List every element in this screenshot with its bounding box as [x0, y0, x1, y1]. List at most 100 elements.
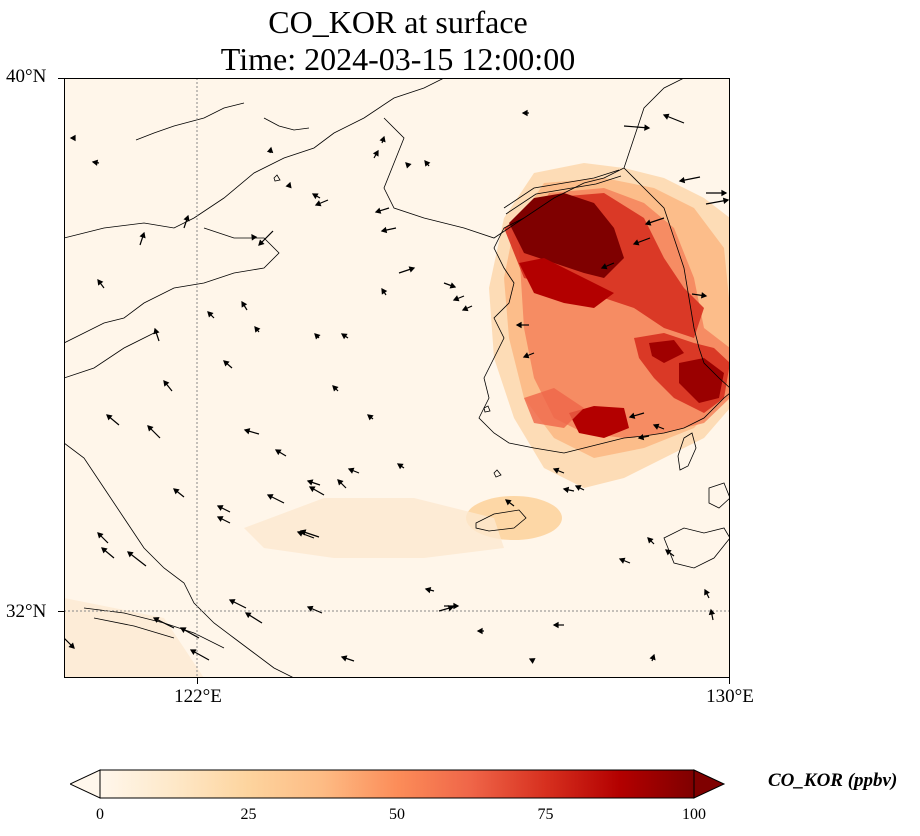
wind-vector-head	[652, 423, 660, 430]
wind-vector-head	[216, 505, 224, 511]
wind-vector-head	[521, 109, 528, 117]
wind-vector-head	[314, 200, 322, 207]
wind-vector-head	[449, 282, 457, 289]
wind-vector-head	[285, 181, 292, 189]
map-subtitle-time: Time: 2024-03-15 12:00:00	[220, 41, 576, 77]
wind-vector-head	[332, 385, 339, 392]
wind-vector-head	[216, 516, 224, 522]
wind-vector-head	[244, 612, 252, 619]
wind-vector-head	[408, 266, 416, 273]
wind-vector-head	[314, 333, 321, 340]
wind-vector-head	[708, 608, 716, 616]
lat-label-32n: 32°N	[6, 601, 47, 622]
wind-vector-head	[644, 219, 652, 226]
wind-vector-head	[337, 479, 344, 486]
wind-vector-head	[266, 494, 274, 500]
wind-vector-head	[251, 233, 258, 241]
wind-vector-head	[97, 532, 104, 539]
map-border	[64, 78, 730, 678]
wind-vector-head	[628, 412, 636, 419]
wind-vector-head	[644, 124, 651, 131]
colorbar-tick-label: 0	[96, 806, 104, 823]
wind-vector-head	[379, 135, 386, 143]
lat-label-40n: 40°N	[6, 66, 47, 87]
wind-vector-head	[704, 588, 710, 596]
colorbar-tick-label: 75	[537, 806, 554, 823]
wind-vector-head	[374, 207, 382, 214]
wind-vector-head	[515, 321, 522, 329]
wind-vector-head	[173, 488, 180, 495]
wind-vector-head	[405, 162, 412, 169]
wind-vector-head	[183, 214, 190, 222]
wind-vector-head	[139, 231, 146, 239]
colorbar-extend-min	[70, 769, 101, 799]
wind-vector-head	[721, 189, 728, 197]
lat-tick	[58, 78, 64, 79]
wind-vector-head	[380, 226, 388, 234]
wind-vector-head	[662, 113, 670, 120]
wind-vector-head	[254, 326, 261, 333]
wind-vector-head	[722, 197, 730, 204]
wind-vector-head	[97, 279, 104, 286]
lon-tick	[729, 678, 730, 684]
wind-vector-head	[552, 621, 559, 629]
map-plot	[64, 78, 730, 678]
wind-vector-head	[153, 327, 160, 335]
wind-vector-head	[69, 134, 76, 142]
lon-label-122e: 122°E	[174, 686, 222, 707]
wind-vector-head	[106, 414, 113, 421]
wind-vector-head	[424, 586, 432, 594]
wind-vector-head	[241, 300, 248, 308]
wind-vector-head	[700, 292, 708, 299]
wind-vector-head	[258, 239, 265, 246]
wind-vector-head	[367, 414, 374, 421]
wind-vector-head	[600, 263, 608, 270]
wind-vector-head	[678, 176, 686, 184]
wind-vector-head	[476, 627, 483, 635]
wind-vector-head	[306, 605, 314, 612]
wind-vector-head	[562, 486, 570, 494]
wind-vector-head	[574, 485, 582, 491]
colorbar-tick-label: 100	[682, 806, 706, 823]
wind-vector-head	[207, 311, 214, 318]
wind-vector-head	[91, 159, 99, 166]
wind-vector-head	[649, 653, 656, 661]
colorbar-gradient	[99, 769, 695, 799]
wind-vector-head	[618, 557, 626, 564]
wind-vector-head	[266, 146, 274, 154]
colorbar-title: CO_KOR (ppbv)	[768, 770, 898, 791]
wind-vectors	[64, 109, 730, 664]
colorbar-tick-label: 50	[389, 806, 405, 823]
wind-vector-head	[296, 530, 304, 537]
wind-vector-head	[243, 428, 251, 435]
wind-vector-head	[424, 160, 431, 167]
coastlines	[64, 78, 730, 678]
wind-vector-head	[632, 239, 640, 246]
wind-vector-head	[308, 486, 316, 493]
wind-vector-head	[396, 463, 404, 470]
wind-vector-head	[505, 499, 512, 506]
map-panel	[64, 78, 730, 678]
wind-vector-head	[163, 380, 170, 387]
wind-vector-head	[453, 602, 460, 610]
wind-vector-head	[347, 467, 355, 474]
wind-vector-head	[68, 642, 75, 649]
wind-vector-head	[306, 479, 314, 486]
wind-vector-head	[522, 352, 530, 359]
colorbar-extend-max	[693, 769, 726, 799]
wind-vector-head	[381, 287, 388, 295]
wind-vector-head	[152, 617, 160, 623]
wind-vector-head	[179, 627, 187, 634]
wind-vector-head	[223, 360, 230, 367]
wind-vector-head	[101, 547, 108, 554]
colorbar	[70, 769, 726, 799]
wind-vector-head	[647, 537, 654, 544]
wind-vector-head	[274, 449, 282, 456]
wind-vector-head	[372, 149, 379, 157]
lon-label-130e: 130°E	[706, 686, 754, 707]
wind-vector-head	[147, 425, 154, 432]
gridlines	[64, 78, 730, 678]
wind-vector-head	[461, 305, 469, 312]
lon-tick	[197, 678, 198, 684]
wind-vector-head	[228, 599, 236, 605]
